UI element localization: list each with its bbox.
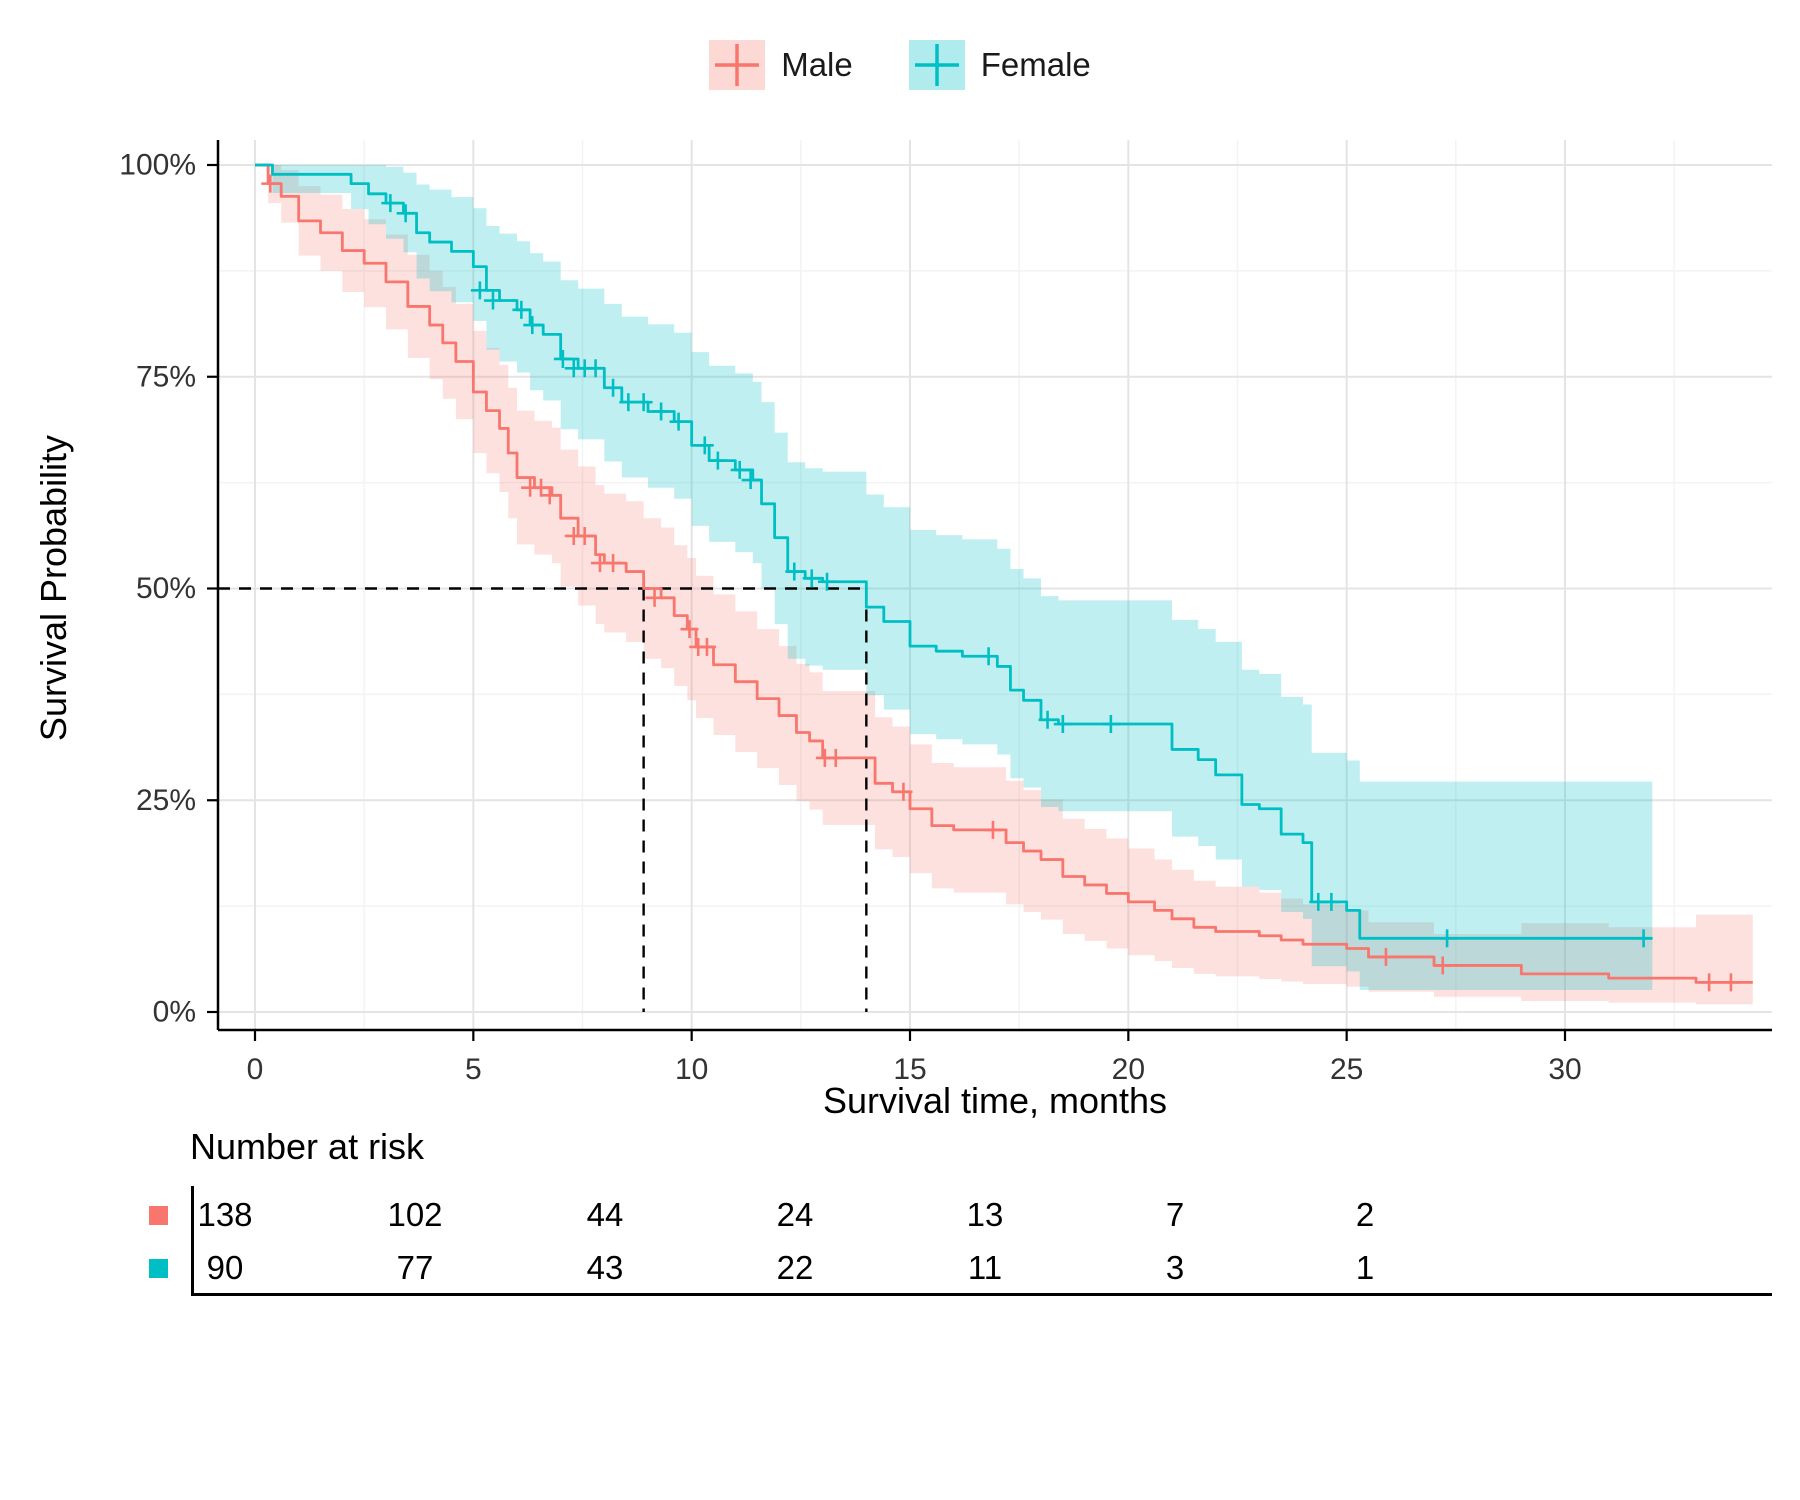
risk-table-title: Number at risk	[190, 1126, 425, 1167]
risk-table-left-border	[191, 1186, 194, 1296]
censor-marks	[261, 174, 1740, 992]
risk-count-male-t10: 44	[586, 1196, 624, 1233]
y-tick-label: 100%	[119, 149, 196, 182]
x-tick-label: 0	[247, 1053, 264, 1086]
risk-count-female-t5: 77	[396, 1249, 434, 1286]
legend-label-male: Male	[781, 46, 853, 83]
y-tick-label: 50%	[136, 572, 196, 605]
female-legend-key-icon	[908, 40, 965, 90]
survival-curves	[255, 163, 1753, 984]
risk-count-male-t20: 13	[966, 1196, 1004, 1233]
risk-count-female-t15: 22	[776, 1249, 814, 1286]
risk-count-male-t25: 7	[1165, 1196, 1185, 1233]
x-tick-label: 10	[675, 1053, 708, 1086]
y-tick-label: 25%	[136, 784, 196, 817]
risk-count-male-t30: 2	[1355, 1196, 1375, 1233]
x-tick-label: 5	[465, 1053, 482, 1086]
female-risk-swatch	[149, 1259, 168, 1278]
risk-count-male-t0: 138	[197, 1196, 253, 1233]
x-axis-title: Survival time, months	[822, 1080, 1168, 1121]
risk-count-female-t30: 1	[1355, 1249, 1375, 1286]
risk-count-female-t20: 11	[967, 1249, 1003, 1286]
x-tick-label: 20	[1112, 1053, 1145, 1086]
legend-item-male: Male	[709, 40, 853, 90]
median-survival-lines	[218, 587, 868, 1012]
male-risk-swatch	[149, 1206, 168, 1225]
legend-label-female: Female	[980, 46, 1091, 83]
legend: Male Female	[0, 40, 1800, 90]
axes	[216, 140, 1772, 1032]
risk-table-bottom-border	[191, 1293, 1772, 1296]
legend-item-female: Female	[908, 40, 1091, 90]
y-axis-title: Survival Probability	[33, 434, 74, 742]
risk-count-female-t25: 3	[1165, 1249, 1185, 1286]
x-tick-label: 15	[893, 1053, 926, 1086]
risk-count-male-t5: 102	[387, 1196, 443, 1233]
risk-count-female-t10: 43	[586, 1249, 624, 1286]
x-tick-label: 25	[1330, 1053, 1363, 1086]
tick-marks-and-labels: 0 5 10 15 20 25 30 0% 25% 50% 75% 100%	[119, 149, 1581, 1086]
risk-count-female-t0: 90	[206, 1249, 244, 1286]
x-tick-label: 30	[1548, 1053, 1581, 1086]
male-legend-key-icon	[709, 40, 766, 90]
y-tick-label: 0%	[153, 996, 196, 1029]
risk-count-male-t15: 24	[776, 1196, 814, 1233]
y-tick-label: 75%	[136, 360, 196, 393]
gridlines	[218, 140, 1772, 1030]
